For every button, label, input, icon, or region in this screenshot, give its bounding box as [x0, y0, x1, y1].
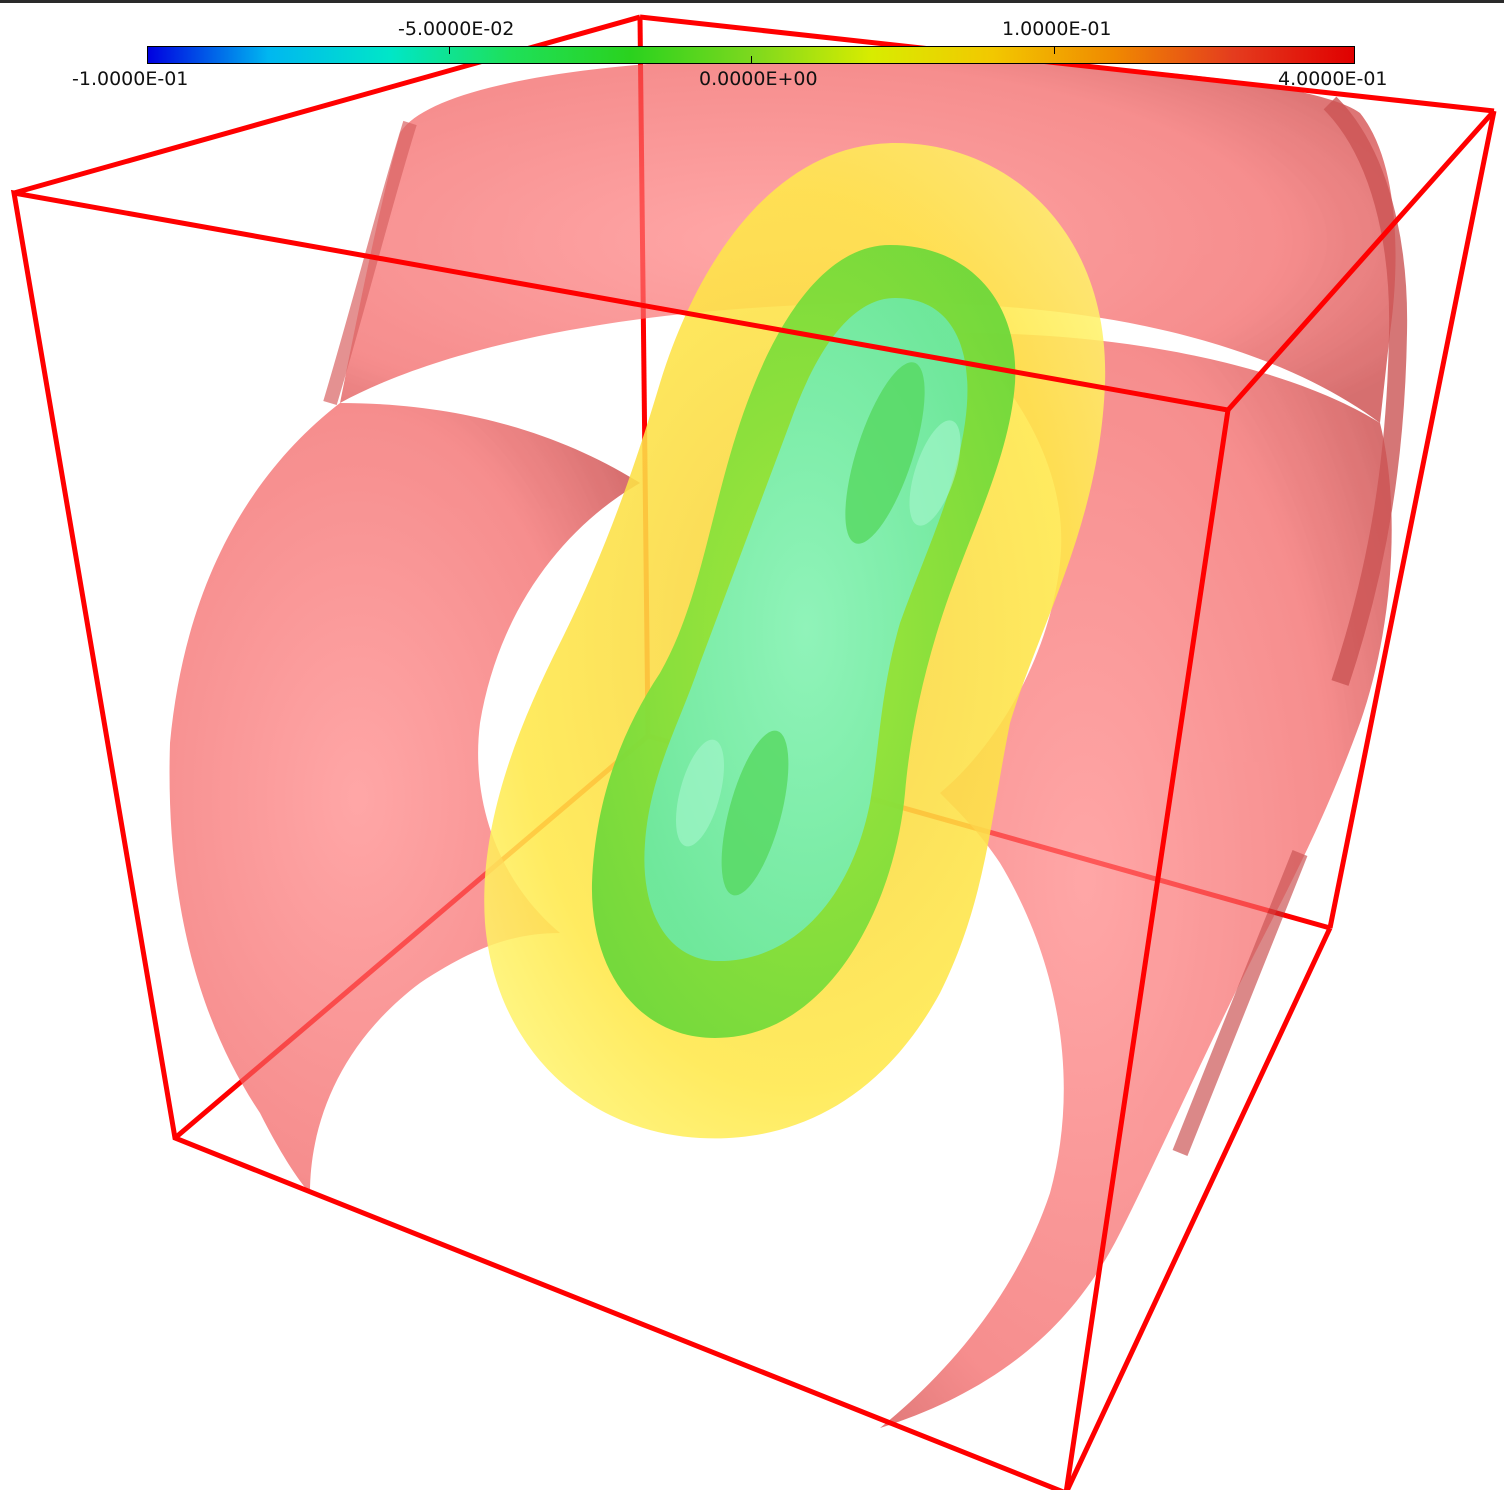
colorbar-tick [449, 46, 450, 54]
colorbar-tick [1054, 46, 1055, 54]
isosurface-scene[interactable] [0, 3, 1504, 1490]
colorbar-mid-label: 0.0000E+00 [699, 68, 818, 90]
colorbar-top-label: -5.0000E-02 [398, 18, 515, 40]
core-internal-cavities [676, 362, 961, 896]
colorbar-tick [751, 56, 752, 64]
colorbar-min-label: -1.0000E-01 [72, 68, 189, 90]
bounding-box-front [10, 14, 1497, 1490]
colorbar-max-label: 4.0000E-01 [1278, 68, 1388, 90]
colorbar-top-label: 1.0000E-01 [1002, 18, 1112, 40]
